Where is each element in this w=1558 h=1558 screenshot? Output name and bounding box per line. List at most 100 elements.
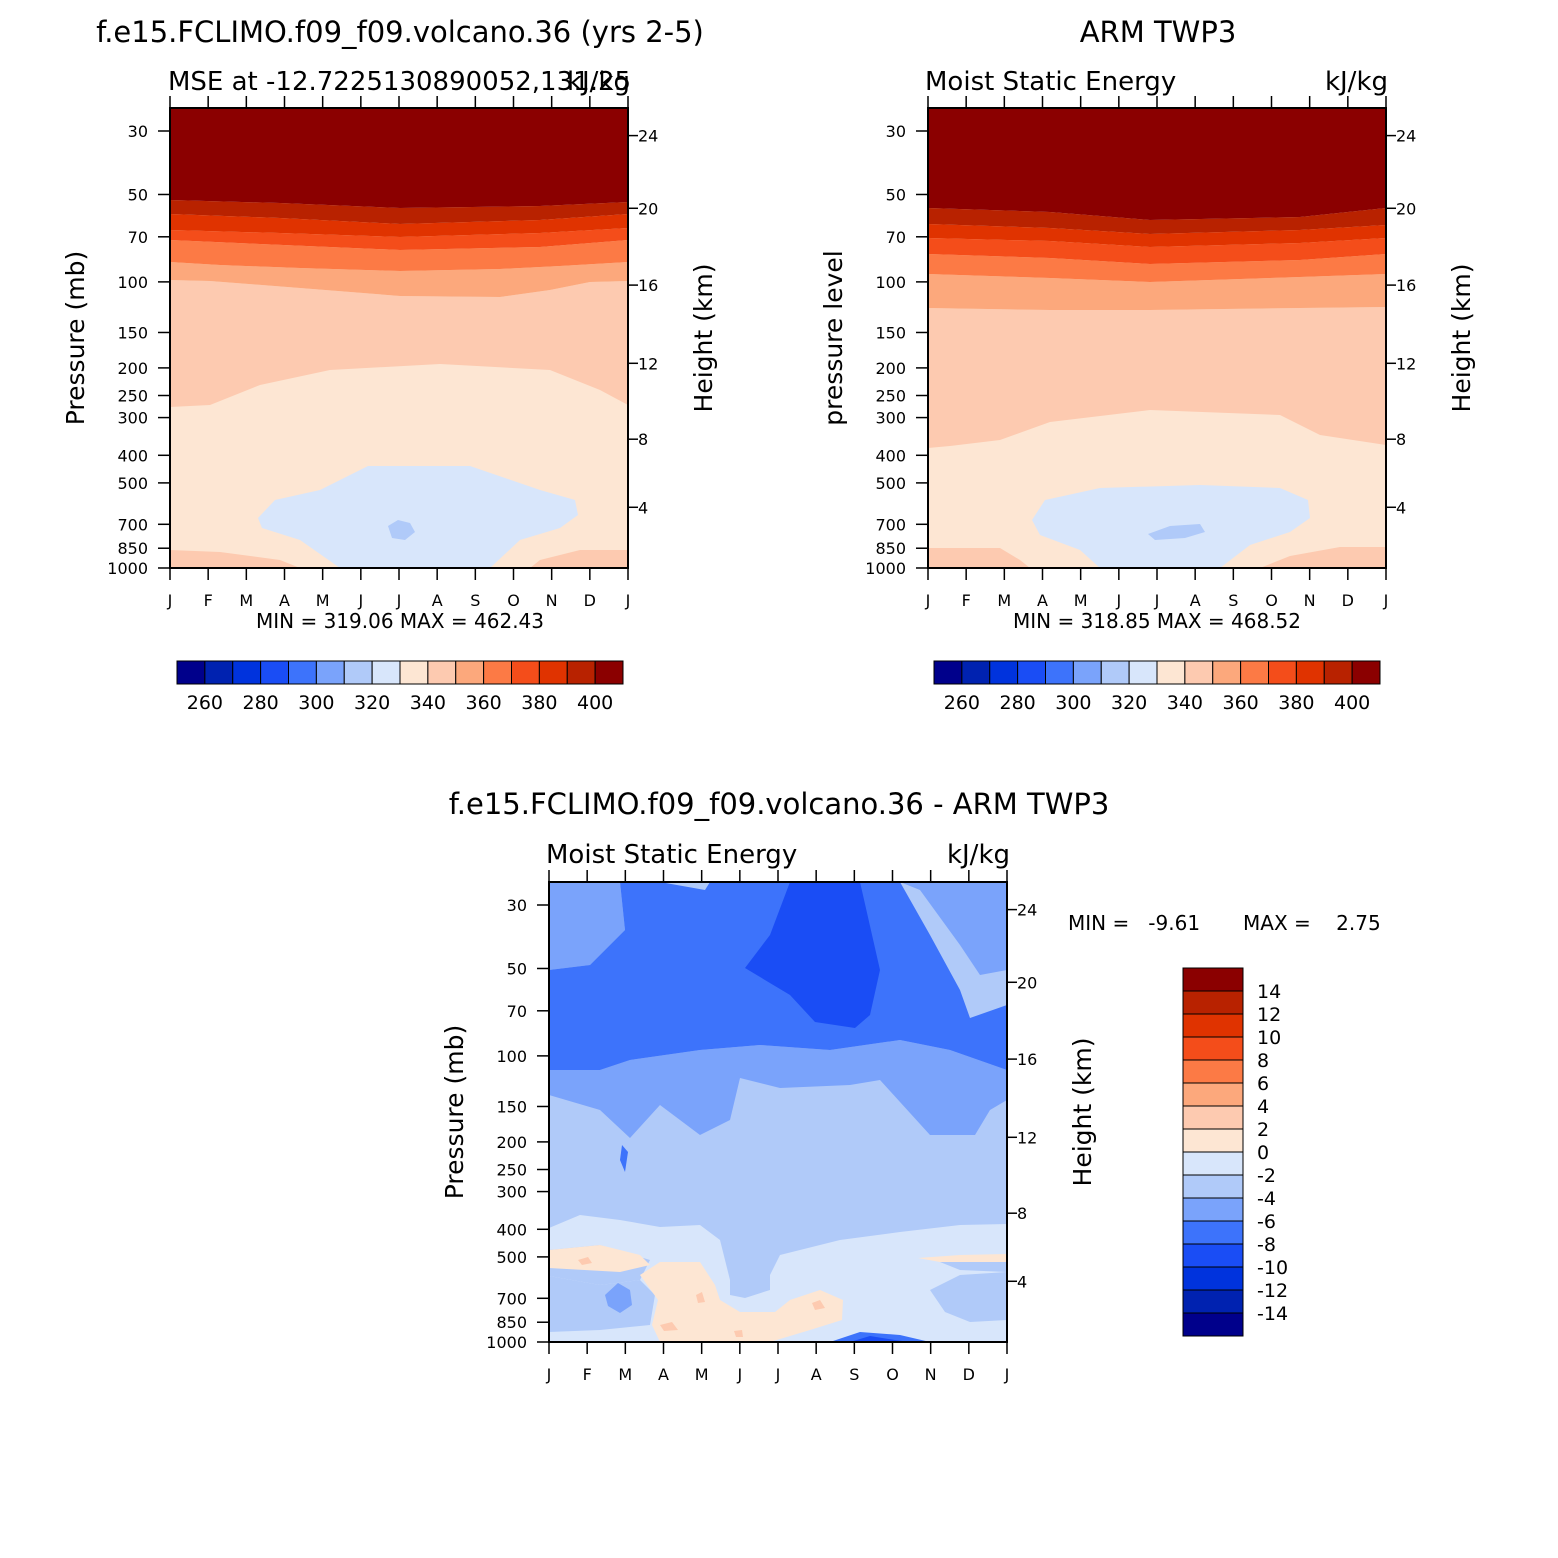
model-height-tick-label: 20 <box>638 199 658 218</box>
obs-colorbar-label: 300 <box>1055 692 1091 714</box>
diff-colorbar-swatch <box>1182 1013 1244 1038</box>
diff-colorbar-swatch <box>1182 1036 1244 1061</box>
diff-month-label: A <box>658 1365 669 1384</box>
model-month-label: F <box>204 591 213 610</box>
model-month-label: J <box>357 591 363 610</box>
diff-month-label: J <box>546 1365 552 1384</box>
obs-colorbar-label: 280 <box>999 692 1035 714</box>
model-colorbar-label: 340 <box>410 692 446 714</box>
obs-pressure-tick-label: 150 <box>875 323 906 342</box>
diff-month-label: F <box>583 1365 592 1384</box>
diff-month-label: S <box>849 1365 859 1384</box>
diff-pressure-tick-label: 200 <box>496 1133 527 1152</box>
obs-colorbar-label: 400 <box>1334 692 1370 714</box>
diff-colorbar-label: 2 <box>1257 1119 1269 1141</box>
model-pressure-tick-label: 70 <box>128 228 148 247</box>
obs-pressure-tick-label: 30 <box>886 122 906 141</box>
obs-height-tick-label: 24 <box>1396 127 1416 146</box>
model-month-label: M <box>316 591 330 610</box>
obs-height-tick-label: 16 <box>1396 276 1416 295</box>
diff-colorbar-label: -8 <box>1257 1234 1276 1256</box>
diff-colorbar-swatch <box>1182 1151 1244 1176</box>
model-colorbar-swatch <box>455 660 485 685</box>
obs-colorbar-label: 360 <box>1222 692 1258 714</box>
model-pressure-tick-label: 1000 <box>107 559 148 578</box>
diff-min: MIN = -9.61 <box>1068 911 1200 935</box>
model-colorbar-label: 260 <box>187 692 223 714</box>
diff-panel: f.e15.FCLIMO.f09_f09.volcano.36 - ARM TW… <box>440 787 1381 1384</box>
model-colorbar-swatch <box>176 660 206 685</box>
obs-colorbar-label: 340 <box>1167 692 1203 714</box>
diff-colorbar-swatch <box>1182 1266 1244 1291</box>
diff-colorbar-label: -12 <box>1257 1280 1288 1302</box>
model-colorbar-label: 320 <box>354 692 390 714</box>
diff-colorbar-swatch <box>1182 1220 1244 1245</box>
model-height-tick-label: 12 <box>638 354 658 373</box>
obs-month-label: A <box>1037 591 1048 610</box>
model-colorbar-swatch <box>260 660 289 685</box>
model-pressure-tick-label: 850 <box>117 539 148 558</box>
model-colorbar-label: 380 <box>521 692 557 714</box>
model-pressure-tick-label: 50 <box>128 185 148 204</box>
diff-colorbar-swatch <box>1182 1082 1244 1107</box>
model-pressure-tick-label: 500 <box>117 474 148 493</box>
obs-colorbar-swatch <box>1240 660 1269 685</box>
obs-colorbar-swatch <box>1045 660 1074 685</box>
obs-height-label: Height (km) <box>1447 264 1476 413</box>
model-title: f.e15.FCLIMO.f09_f09.volcano.36 (yrs 2-5… <box>96 15 704 49</box>
model-colorbar-swatch <box>483 660 512 685</box>
diff-month-label: J <box>736 1365 742 1384</box>
diff-month-label: A <box>811 1365 822 1384</box>
obs-colorbar-swatch <box>1128 660 1158 685</box>
model-colorbar-swatch <box>232 660 262 685</box>
diff-contour-field <box>549 882 1007 1342</box>
diff-colorbar-swatch <box>1182 1105 1244 1130</box>
obs-title: ARM TWP3 <box>1080 15 1237 49</box>
diff-colorbar-swatch <box>1182 1312 1244 1337</box>
model-colorbar-swatch <box>538 660 568 685</box>
diff-month-label: M <box>695 1365 709 1384</box>
diff-colorbar-swatch <box>1182 1243 1244 1268</box>
diff-colorbar-swatch <box>1182 967 1244 992</box>
diff-height-tick-label: 16 <box>1017 1050 1037 1069</box>
obs-month-label: D <box>1342 591 1354 610</box>
model-colorbar-label: 400 <box>577 692 613 714</box>
model-colorbar-swatch <box>511 660 540 685</box>
diff-pressure-tick-label: 30 <box>507 896 527 915</box>
diff-colorbar-label: 14 <box>1257 981 1281 1003</box>
model-pressure-tick-label: 400 <box>117 446 148 465</box>
diff-colorbar-swatch <box>1182 1174 1244 1199</box>
model-panel: f.e15.FCLIMO.f09_f09.volcano.36 (yrs 2-5… <box>61 15 718 714</box>
obs-pressure-tick-label: 700 <box>875 515 906 534</box>
diff-month-label: M <box>618 1365 632 1384</box>
obs-colorbar-swatch <box>933 660 963 685</box>
obs-month-label: J <box>1115 591 1121 610</box>
obs-colorbar-swatch <box>1295 660 1325 685</box>
obs-minmax: MIN = 318.85 MAX = 468.52 <box>1013 609 1301 633</box>
obs-pressure-tick-label: 70 <box>886 228 906 247</box>
diff-colorbar-label: -10 <box>1257 1257 1288 1279</box>
model-colorbar-swatch <box>315 660 345 685</box>
model-height-tick-label: 16 <box>638 276 658 295</box>
diff-colorbar-label: 6 <box>1257 1073 1269 1095</box>
diff-month-label: D <box>963 1365 975 1384</box>
obs-pressure-tick-label: 200 <box>875 359 906 378</box>
model-pressure-tick-label: 100 <box>117 273 148 292</box>
obs-colorbar-swatch <box>989 660 1019 685</box>
diff-colorbar-swatch <box>1182 1059 1244 1084</box>
diff-height-axis: 24 20 16 12 8 4 <box>1007 901 1037 1291</box>
diff-height-label: Height (km) <box>1068 1038 1097 1187</box>
diff-colorbar-label: 0 <box>1257 1142 1269 1164</box>
obs-pressure-tick-label: 300 <box>875 409 906 428</box>
obs-ylabel: pressure level <box>819 250 848 425</box>
model-subtitle: MSE at -12.7225130890052,131.25 <box>168 67 631 97</box>
model-colorbar-swatch <box>371 660 401 685</box>
model-colorbar-swatch <box>343 660 373 685</box>
obs-pressure-tick-label: 400 <box>875 446 906 465</box>
model-colorbar: 260 280 300 320 340 360 380 400 <box>176 660 624 714</box>
obs-panel: ARM TWP3 Moist Static Energy kJ/kg 30 50 7… <box>819 15 1476 714</box>
